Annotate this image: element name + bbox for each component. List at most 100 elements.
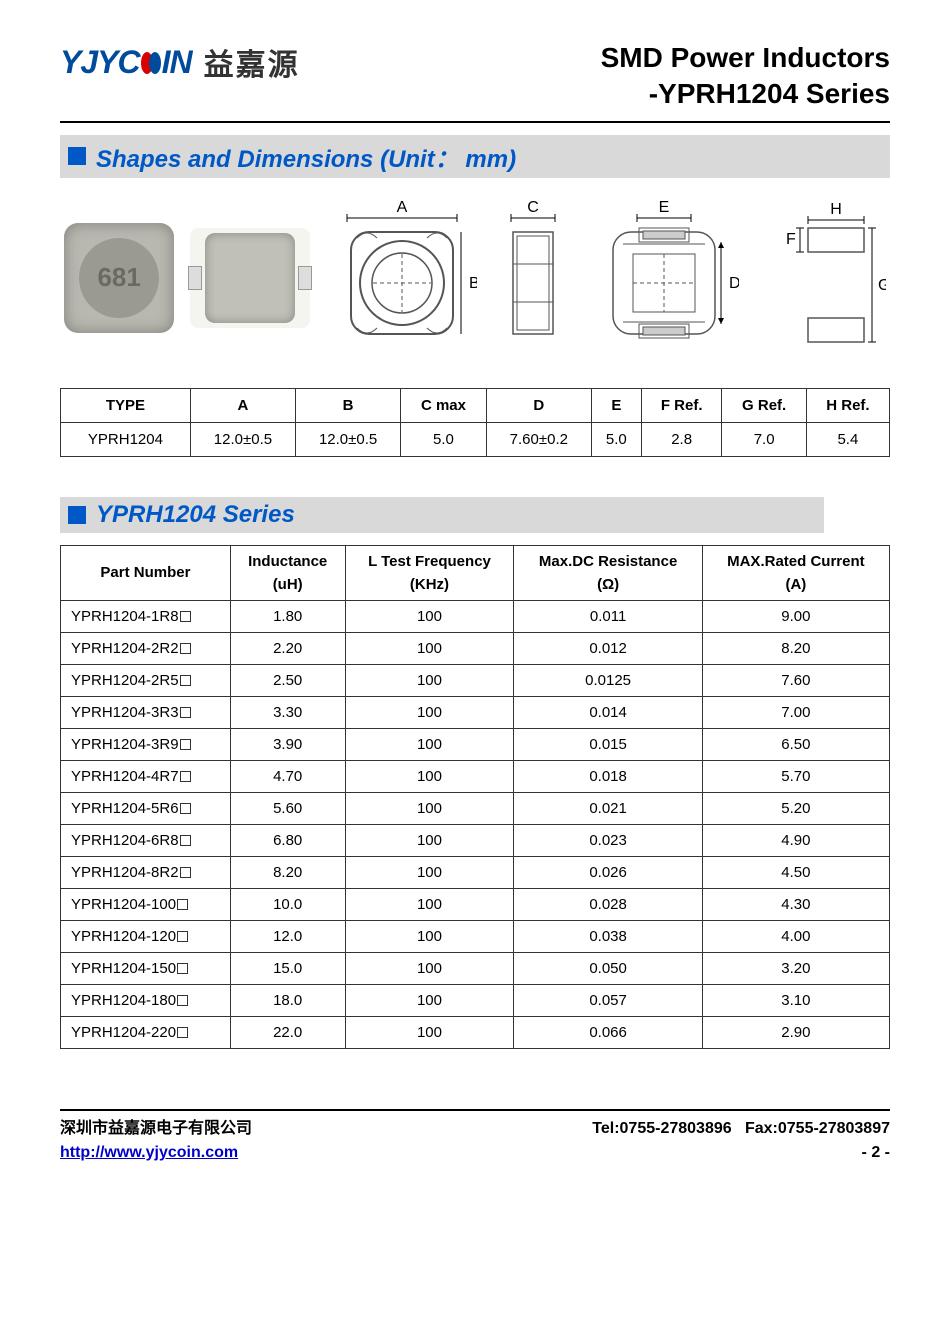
part-number-cell: YPRH1204-150: [61, 952, 231, 984]
logo: YJYC IN 益嘉源: [60, 40, 300, 84]
table-cell: 0.011: [514, 600, 702, 632]
section-series: YPRH1204 Series Part NumberInductance(uH…: [60, 497, 890, 1049]
table-row: YPRH1204-8R28.201000.0264.50: [61, 856, 890, 888]
footer-page-number: - 2 -: [862, 1141, 890, 1165]
checkbox-icon: [177, 1027, 188, 1038]
table-header-cell: F Ref.: [641, 388, 722, 422]
checkbox-icon: [177, 899, 188, 910]
table-header-cell: D: [486, 388, 591, 422]
table-cell: 7.60±0.2: [486, 422, 591, 456]
table-cell: 3.10: [702, 984, 889, 1016]
table-cell: 100: [345, 920, 514, 952]
table-row: YPRH1204-12012.01000.0384.00: [61, 920, 890, 952]
dim-label-g: G: [878, 277, 886, 294]
table-cell: 100: [345, 856, 514, 888]
table-cell: 18.0: [230, 984, 345, 1016]
table-row: YPRH1204-5R65.601000.0215.20: [61, 792, 890, 824]
table-cell: 5.0: [401, 422, 487, 456]
table-cell: 12.0±0.5: [190, 422, 295, 456]
checkbox-icon: [180, 835, 191, 846]
table-cell: 0.038: [514, 920, 702, 952]
table-cell: 5.20: [702, 792, 889, 824]
table-row: YPRH1204-15015.01000.0503.20: [61, 952, 890, 984]
table-cell: 0.050: [514, 952, 702, 984]
table-cell: 0.014: [514, 696, 702, 728]
table-cell: 2.20: [230, 632, 345, 664]
dim-label-d: D: [729, 275, 739, 292]
section-marker-icon: [68, 147, 86, 165]
checkbox-icon: [177, 995, 188, 1006]
part-number-cell: YPRH1204-3R3: [61, 696, 231, 728]
table-header-cell: Max.DC Resistance(Ω): [514, 545, 702, 600]
checkbox-icon: [180, 771, 191, 782]
table-cell: 0.066: [514, 1016, 702, 1048]
table-cell: 1.80: [230, 600, 345, 632]
table-cell: YPRH1204: [61, 422, 191, 456]
part-number-cell: YPRH1204-120: [61, 920, 231, 952]
table-cell: 4.30: [702, 888, 889, 920]
table-cell: 6.80: [230, 824, 345, 856]
table-header-cell: MAX.Rated Current(A): [702, 545, 889, 600]
diagram-top-view: A B: [327, 198, 477, 358]
diagram-row: 681 A B C: [60, 198, 890, 358]
logo-text-1: YJYC: [60, 44, 140, 80]
dimensions-table: TYPEABC maxDEF Ref.G Ref.H Ref. YPRH1204…: [60, 388, 890, 457]
footer-contact: Tel:0755-27803896 Fax:0755-27803897: [592, 1117, 890, 1141]
table-cell: 5.60: [230, 792, 345, 824]
table-cell: 100: [345, 600, 514, 632]
checkbox-icon: [180, 643, 191, 654]
table-cell: 100: [345, 728, 514, 760]
table-cell: 0.021: [514, 792, 702, 824]
table-cell: 100: [345, 952, 514, 984]
page: YJYC IN 益嘉源 SMD Power Inductors -YPRH1204…: [0, 0, 950, 1195]
table-header-cell: B: [296, 388, 401, 422]
table-cell: 0.0125: [514, 664, 702, 696]
table-cell: 100: [345, 888, 514, 920]
footer-company: 深圳市益嘉源电子有限公司: [60, 1117, 252, 1141]
part-number-cell: YPRH1204-2R2: [61, 632, 231, 664]
product-photo-bottom: [190, 228, 310, 328]
table-cell: 6.50: [702, 728, 889, 760]
table-row: YPRH1204-1R81.801000.0119.00: [61, 600, 890, 632]
logo-cn: 益嘉源: [204, 40, 300, 84]
table-row: YPRH120412.0±0.512.0±0.55.07.60±0.25.02.…: [61, 422, 890, 456]
table-cell: 4.50: [702, 856, 889, 888]
table-cell: 100: [345, 1016, 514, 1048]
part-number-cell: YPRH1204-220: [61, 1016, 231, 1048]
checkbox-icon: [180, 867, 191, 878]
table-header-cell: E: [591, 388, 641, 422]
checkbox-icon: [177, 931, 188, 942]
product-photo-label: 681: [79, 238, 159, 318]
footer-url[interactable]: http://www.yjycoin.com: [60, 1141, 238, 1165]
table-cell: 0.012: [514, 632, 702, 664]
title-line-1: SMD Power Inductors: [601, 40, 890, 76]
table-cell: 8.20: [702, 632, 889, 664]
table-cell: 7.00: [702, 696, 889, 728]
table-cell: 9.00: [702, 600, 889, 632]
section-shapes-header: Shapes and Dimensions (Unit： mm): [60, 135, 890, 178]
part-number-cell: YPRH1204-4R7: [61, 760, 231, 792]
table-cell: 4.70: [230, 760, 345, 792]
logo-text-2: IN: [162, 44, 192, 80]
part-number-cell: YPRH1204-6R8: [61, 824, 231, 856]
series-table: Part NumberInductance(uH)L Test Frequenc…: [60, 545, 890, 1049]
logo-leaf-icon: [140, 49, 162, 77]
table-header-cell: C max: [401, 388, 487, 422]
table-cell: 22.0: [230, 1016, 345, 1048]
table-cell: 100: [345, 664, 514, 696]
part-number-cell: YPRH1204-180: [61, 984, 231, 1016]
table-cell: 12.0±0.5: [296, 422, 401, 456]
table-cell: 8.20: [230, 856, 345, 888]
table-row: YPRH1204-6R86.801000.0234.90: [61, 824, 890, 856]
document-title: SMD Power Inductors -YPRH1204 Series: [601, 40, 890, 113]
dim-label-b: B: [469, 275, 477, 292]
dim-label-a: A: [396, 199, 407, 216]
diagram-footprint: E D: [589, 198, 739, 358]
table-cell: 2.50: [230, 664, 345, 696]
table-cell: 7.60: [702, 664, 889, 696]
table-cell: 3.20: [702, 952, 889, 984]
checkbox-icon: [180, 611, 191, 622]
table-cell: 100: [345, 824, 514, 856]
table-header-cell: Inductance(uH): [230, 545, 345, 600]
checkbox-icon: [180, 675, 191, 686]
